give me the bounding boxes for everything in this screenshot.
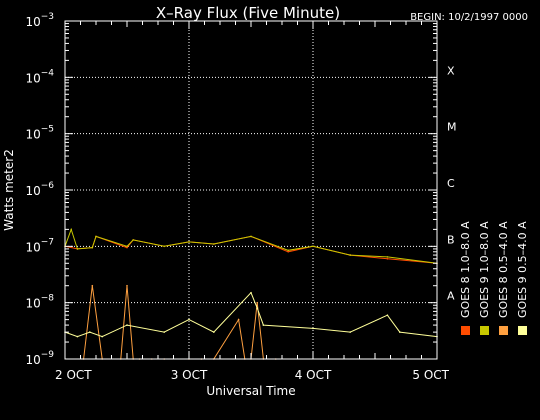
y-tick-exp: −3 [41,12,54,22]
y-tick-label: 10−3 [25,12,54,29]
y-tick-label: 10−5 [25,125,54,142]
data-point [256,301,259,304]
data-point [76,335,79,338]
data-point [126,245,128,248]
flare-class-label: C [447,177,455,190]
y-tick-base: 10 [25,353,40,367]
data-point [95,235,97,238]
y-tick-label: 10−7 [25,237,54,254]
y-tick-label: 10−9 [25,350,54,367]
data-point [386,314,389,317]
y-tick-base: 10 [25,15,40,29]
data-point [163,245,165,248]
begin-date-label: BEGIN: 10/2/1997 0000 [410,12,528,23]
series-line-2 [64,227,438,264]
y-tick-labels: 10−910−810−710−610−510−410−3 [25,12,54,367]
legend-label: GOES 8 0.5–4.0 A [497,221,510,318]
x-tick-label: 2 OCT [55,368,92,382]
x-tick-labels: 2 OCT 3 OCT 4 OCT 5 OCT [55,368,450,382]
data-point [213,331,215,333]
flare-class-labels: A B C M X [447,64,457,302]
data-point [349,254,352,256]
legend-swatch [480,326,489,335]
data-point [349,331,352,333]
data-point [287,249,290,252]
flare-class-label: A [447,290,455,303]
legend-swatch [499,326,508,335]
data-point [256,307,259,309]
y-tick-base: 10 [25,297,40,311]
data-point [188,318,190,321]
legend-swatch [518,326,527,335]
flare-class-label: M [447,121,457,134]
data-point [312,245,314,248]
y-tick-exp: −6 [41,181,55,191]
y-axis-label: Watts meter2 [2,149,16,231]
data-point [126,324,128,326]
data-point [101,335,103,338]
series-line-3 [64,291,438,338]
x-tick-label: 4 OCT [295,368,332,382]
legend-label: GOES 9 0.5–4.0 A [516,221,529,318]
x-axis-label: Universal Time [206,384,295,398]
x-tick-label: 3 OCT [171,368,208,382]
data-point [89,331,91,333]
data-point [399,331,401,333]
y-tick-exp: −4 [41,68,55,78]
data-point [213,243,215,245]
y-tick-base: 10 [25,71,40,85]
y-tick-label: 10−8 [25,294,54,311]
data-point [312,327,314,330]
data-point [386,258,389,260]
y-tick-exp: −9 [41,350,55,360]
y-tick-label: 10−4 [25,68,54,85]
data-point [163,331,165,333]
data-point [287,251,290,253]
data-point [132,239,134,241]
y-tick-exp: −7 [41,237,54,247]
flare-class-label: B [447,233,455,246]
y-tick-exp: −8 [41,294,55,304]
chart-title: X–Ray Flux (Five Minute) [156,4,340,22]
x-tick-label: 5 OCT [412,368,449,382]
y-tick-exp: −5 [41,125,54,135]
legend-label: GOES 8 1.0–8.0 A [459,221,472,318]
data-point [126,246,128,249]
y-tick-base: 10 [25,240,40,254]
legend-label: GOES 9 1.0–8.0 A [478,221,491,318]
y-tick-base: 10 [25,128,40,142]
data-point [237,318,240,321]
data-point [70,228,72,231]
y-tick-base: 10 [25,184,40,198]
data-point [250,235,252,238]
data-point [188,241,190,243]
data-point [91,246,94,249]
data-point [386,256,389,258]
y-tick-label: 10−6 [25,181,54,198]
legend-swatch [461,326,470,335]
tick-marks [64,20,438,360]
data-point [262,324,265,326]
data-point [250,291,252,294]
data-point [76,248,79,250]
grid-lines [65,21,437,359]
data-point [126,284,128,287]
flare-class-label: X [447,64,455,77]
legend: GOES 8 1.0–8.0 A GOES 9 1.0–8.0 A GOES 8 0… [459,221,529,335]
data-point [91,284,94,287]
